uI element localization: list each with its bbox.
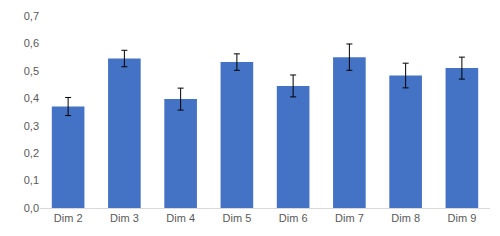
- svg-text:0,4: 0,4: [24, 92, 39, 104]
- svg-text:0,5: 0,5: [24, 65, 39, 77]
- svg-text:Dim 3: Dim 3: [110, 212, 139, 224]
- svg-text:0,6: 0,6: [24, 37, 39, 49]
- svg-text:0,7: 0,7: [24, 10, 39, 22]
- svg-text:Dim 7: Dim 7: [335, 212, 364, 224]
- svg-text:Dim 9: Dim 9: [448, 212, 477, 224]
- svg-text:0,3: 0,3: [24, 120, 39, 132]
- svg-text:0,1: 0,1: [24, 174, 39, 186]
- svg-text:Dim 2: Dim 2: [54, 212, 83, 224]
- svg-text:0,0: 0,0: [24, 202, 39, 214]
- svg-text:Dim 4: Dim 4: [166, 212, 195, 224]
- svg-text:Dim 5: Dim 5: [223, 212, 252, 224]
- svg-text:Dim 8: Dim 8: [391, 212, 420, 224]
- svg-text:Dim 6: Dim 6: [279, 212, 308, 224]
- svg-text:0,2: 0,2: [24, 147, 39, 159]
